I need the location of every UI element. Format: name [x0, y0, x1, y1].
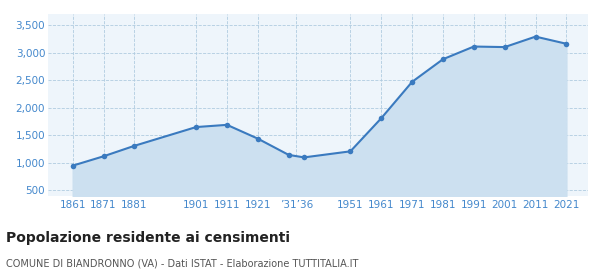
Point — [253, 136, 263, 141]
Point — [438, 57, 448, 62]
Point — [99, 154, 109, 158]
Point — [222, 123, 232, 127]
Point — [191, 125, 201, 129]
Point — [299, 155, 309, 160]
Point — [284, 153, 293, 157]
Point — [562, 41, 571, 46]
Point — [407, 80, 417, 84]
Text: COMUNE DI BIANDRONNO (VA) - Dati ISTAT - Elaborazione TUTTITALIA.IT: COMUNE DI BIANDRONNO (VA) - Dati ISTAT -… — [6, 259, 358, 269]
Point — [500, 45, 509, 49]
Point — [469, 44, 479, 49]
Text: Popolazione residente ai censimenti: Popolazione residente ai censimenti — [6, 231, 290, 245]
Point — [531, 34, 541, 39]
Point — [346, 149, 355, 153]
Point — [68, 164, 77, 168]
Point — [376, 116, 386, 120]
Point — [130, 144, 139, 148]
